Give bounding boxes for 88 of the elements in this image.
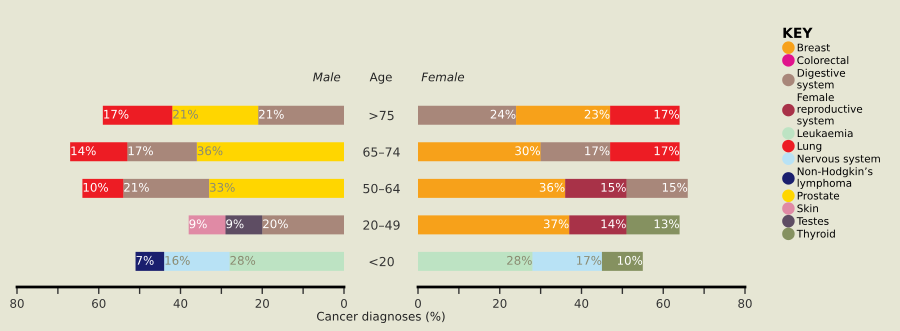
x-tick-label: 0 (415, 299, 421, 308)
x-tick-label: 20 (256, 299, 269, 308)
bar (610, 106, 680, 125)
category-label: Digestive system (797, 68, 846, 90)
data-label: 17% (128, 146, 153, 156)
bar (540, 142, 610, 162)
x-tick-label: 60 (656, 299, 670, 308)
y-tick-label: 65–74 (363, 147, 400, 157)
data-label: 13% (654, 219, 679, 228)
data-label: 15% (602, 182, 626, 192)
category-label: Nervous system (798, 154, 880, 165)
category-label: Breast (798, 44, 830, 52)
bar (569, 215, 626, 234)
data-label: 28% (507, 256, 532, 265)
data-label: 10% (84, 182, 108, 192)
y-axis-title: Age (370, 72, 392, 84)
bar (164, 252, 230, 271)
x-tick-label: 80 (738, 299, 752, 308)
data-label: 17% (654, 146, 679, 156)
x-tick-label: 40 (174, 299, 188, 308)
bar (82, 178, 124, 198)
y-tick-label: 50–64 (363, 184, 400, 194)
data-label: 28% (230, 256, 256, 265)
bar (602, 252, 643, 271)
y-tick-label: >75 (370, 110, 394, 120)
data-label: 17% (654, 110, 679, 119)
category-label: Colorectal (797, 56, 848, 64)
bar (209, 178, 344, 198)
x-tick-label: 80 (10, 299, 24, 308)
data-label: 21% (259, 110, 284, 119)
bar (225, 215, 262, 234)
y-tick-label: 20–49 (363, 220, 400, 230)
data-label: 10% (618, 256, 642, 265)
data-label: 14% (71, 146, 96, 156)
data-label: 9% (189, 219, 207, 228)
data-label: 33% (210, 182, 235, 192)
bar (418, 142, 541, 162)
text: KEY (783, 28, 813, 38)
category-label: Prostate (798, 192, 840, 200)
bar (418, 106, 516, 125)
category-label: Skin (797, 204, 818, 212)
x-tick-label: 40 (574, 299, 588, 308)
bar (188, 215, 226, 234)
data-label: 20% (263, 219, 288, 228)
bar (196, 142, 344, 162)
y-tick-label: <20 (370, 256, 394, 266)
bar (70, 142, 128, 162)
bar (565, 178, 626, 198)
data-label: 7% (136, 256, 154, 265)
bar (102, 106, 172, 125)
data-label: 17% (104, 110, 128, 119)
data-label: 36% (540, 182, 564, 192)
data-label: 36% (198, 146, 222, 156)
category-label: Lung (798, 142, 822, 152)
bar (626, 178, 688, 198)
data-label: 9% (226, 219, 244, 228)
category-label: Non-Hodgkin’s lymphoma (798, 167, 872, 189)
data-label: 24% (490, 110, 516, 119)
data-label: 16% (165, 256, 190, 265)
bar (418, 178, 566, 198)
bar (230, 252, 344, 271)
category-label: Leukaemia (798, 129, 853, 138)
bar (136, 252, 164, 271)
bar (418, 215, 570, 234)
data-label: 30% (515, 146, 540, 156)
data-label: 37% (544, 219, 569, 228)
chart-title: Female (422, 72, 464, 82)
data-label: 21% (124, 182, 149, 192)
data-label: 17% (576, 256, 602, 265)
bar (127, 142, 197, 162)
bar (418, 252, 532, 271)
chart-title: Male (313, 72, 340, 82)
data-label: 17% (585, 146, 610, 156)
category-label: Female reproductive system (797, 93, 862, 127)
data-label: 21% (173, 110, 198, 119)
category-label: Testes (796, 217, 829, 225)
x-tick-label: 20 (493, 299, 506, 308)
data-label: 14% (602, 219, 626, 228)
bar (610, 142, 680, 162)
bar (532, 252, 602, 271)
bar (123, 178, 210, 198)
category-label: Thyroid (796, 230, 835, 240)
x-tick-label: 60 (92, 299, 106, 308)
bar (626, 215, 680, 234)
data-label: 23% (584, 110, 610, 119)
data-label: 15% (662, 182, 688, 192)
x-tick-label: 0 (341, 299, 347, 308)
x-axis-title: Cancer diagnoses (%) (317, 312, 445, 323)
